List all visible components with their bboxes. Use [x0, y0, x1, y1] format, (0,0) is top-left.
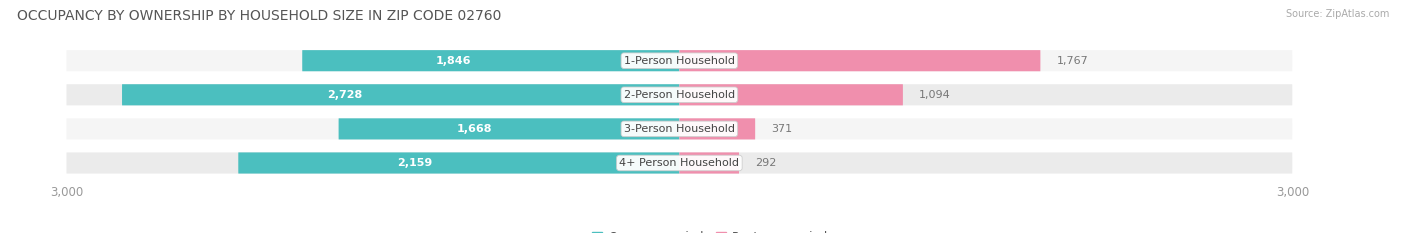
FancyBboxPatch shape	[66, 84, 1292, 105]
FancyBboxPatch shape	[238, 152, 679, 174]
Text: 2-Person Household: 2-Person Household	[624, 90, 735, 100]
Legend: Owner-occupied, Renter-occupied: Owner-occupied, Renter-occupied	[586, 226, 834, 233]
Text: 2,159: 2,159	[396, 158, 433, 168]
Text: 1,668: 1,668	[457, 124, 492, 134]
Text: 1,767: 1,767	[1057, 56, 1088, 66]
Text: 3-Person Household: 3-Person Household	[624, 124, 735, 134]
Text: 1-Person Household: 1-Person Household	[624, 56, 735, 66]
FancyBboxPatch shape	[339, 118, 679, 140]
Text: 4+ Person Household: 4+ Person Household	[620, 158, 740, 168]
Text: Source: ZipAtlas.com: Source: ZipAtlas.com	[1285, 9, 1389, 19]
Text: 371: 371	[772, 124, 793, 134]
Text: 1,094: 1,094	[920, 90, 950, 100]
Text: OCCUPANCY BY OWNERSHIP BY HOUSEHOLD SIZE IN ZIP CODE 02760: OCCUPANCY BY OWNERSHIP BY HOUSEHOLD SIZE…	[17, 9, 502, 23]
Text: 1,846: 1,846	[436, 56, 471, 66]
FancyBboxPatch shape	[122, 84, 679, 105]
FancyBboxPatch shape	[679, 118, 755, 140]
FancyBboxPatch shape	[679, 50, 1040, 71]
Text: 2,728: 2,728	[328, 90, 363, 100]
FancyBboxPatch shape	[679, 152, 740, 174]
FancyBboxPatch shape	[302, 50, 679, 71]
FancyBboxPatch shape	[679, 84, 903, 105]
FancyBboxPatch shape	[66, 152, 1292, 174]
FancyBboxPatch shape	[66, 50, 1292, 71]
FancyBboxPatch shape	[66, 118, 1292, 140]
Text: 292: 292	[755, 158, 776, 168]
